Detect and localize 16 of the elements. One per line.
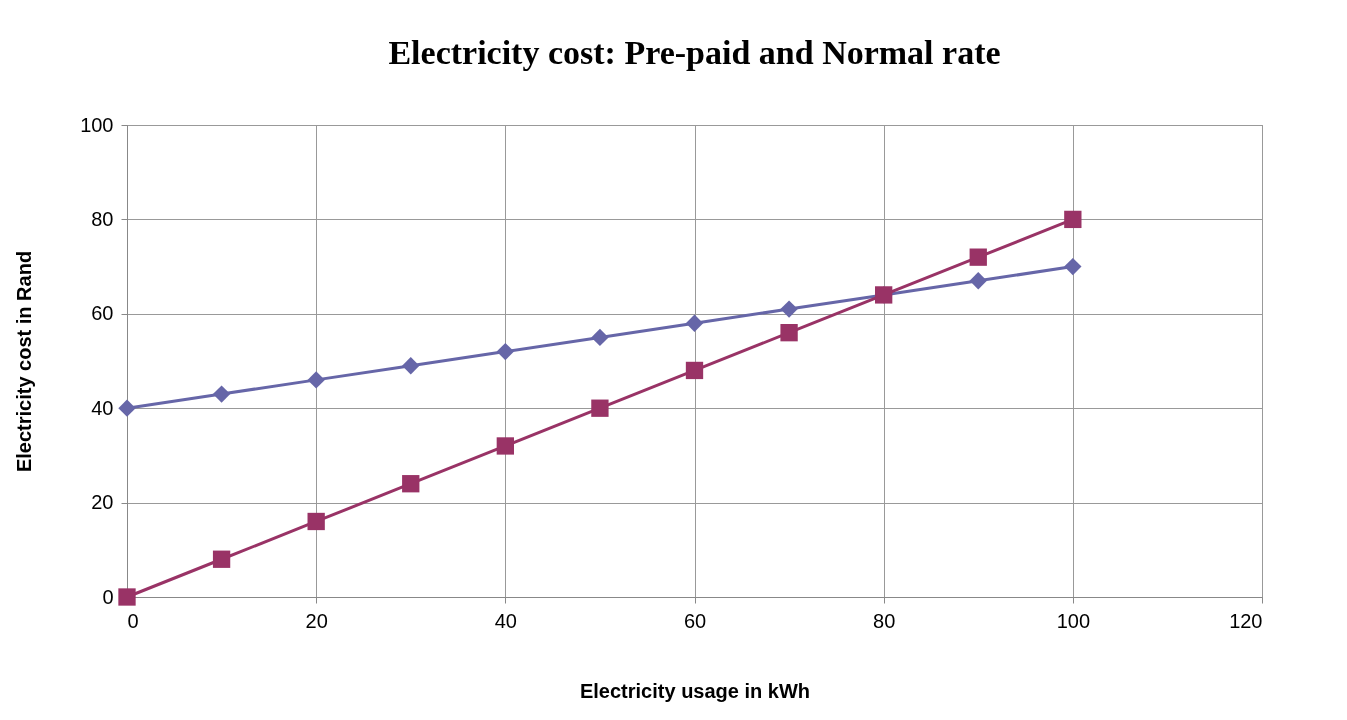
- y-tick-label: 80: [91, 207, 114, 230]
- x-tick-label: 40: [494, 609, 517, 632]
- x-tick-label: 100: [1056, 609, 1091, 632]
- y-axis-title: Electricity cost in Rand: [13, 250, 36, 473]
- x-tick-label: 80: [873, 609, 896, 632]
- x-tick-label: 20: [305, 609, 328, 632]
- y-tick-label: 0: [102, 585, 114, 608]
- x-tick-label: 60: [683, 609, 707, 632]
- y-tick-label: 40: [91, 396, 114, 419]
- y-tick-label: 100: [80, 113, 114, 136]
- y-tick-label: 20: [91, 491, 114, 514]
- x-tick-label: 120: [1229, 609, 1263, 632]
- x-tick-label: 0: [127, 609, 139, 632]
- x-axis-title: Electricity usage in kWh: [579, 679, 811, 702]
- y-tick-label: 60: [91, 302, 114, 325]
- chart-title: Electricity cost: Pre-paid and Normal rate: [388, 34, 1001, 71]
